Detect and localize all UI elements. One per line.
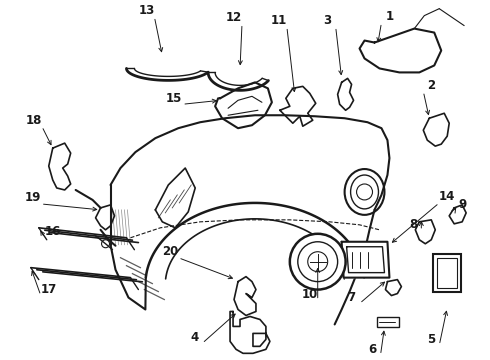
Text: 4: 4	[190, 331, 198, 344]
Polygon shape	[234, 276, 256, 315]
Text: 1: 1	[385, 10, 393, 23]
Polygon shape	[449, 205, 466, 224]
Polygon shape	[342, 242, 390, 278]
Polygon shape	[360, 28, 441, 72]
Polygon shape	[49, 143, 71, 190]
Polygon shape	[416, 220, 435, 244]
Polygon shape	[215, 82, 272, 128]
Text: 15: 15	[166, 92, 182, 105]
Bar	[377, 318, 399, 328]
Text: 7: 7	[347, 291, 356, 304]
Text: 10: 10	[302, 288, 318, 301]
Polygon shape	[338, 78, 354, 110]
Polygon shape	[96, 205, 115, 230]
Text: 13: 13	[138, 4, 154, 17]
Text: 2: 2	[427, 79, 435, 92]
Bar	[433, 254, 461, 292]
Polygon shape	[386, 280, 401, 296]
Text: 9: 9	[458, 198, 466, 211]
Text: 12: 12	[226, 11, 242, 24]
Bar	[437, 258, 457, 288]
Text: 3: 3	[323, 14, 332, 27]
Text: 8: 8	[409, 218, 417, 231]
Text: 19: 19	[24, 192, 41, 204]
Circle shape	[290, 234, 345, 289]
Text: 17: 17	[41, 283, 57, 296]
Text: 20: 20	[162, 245, 178, 258]
Polygon shape	[423, 113, 449, 146]
Text: 14: 14	[439, 190, 455, 203]
Text: 6: 6	[368, 343, 377, 356]
Polygon shape	[280, 86, 316, 126]
Circle shape	[101, 240, 110, 248]
Text: 5: 5	[427, 333, 436, 346]
Text: 11: 11	[271, 14, 287, 27]
Text: 16: 16	[45, 225, 61, 238]
Text: 18: 18	[25, 114, 42, 127]
Polygon shape	[230, 311, 270, 353]
